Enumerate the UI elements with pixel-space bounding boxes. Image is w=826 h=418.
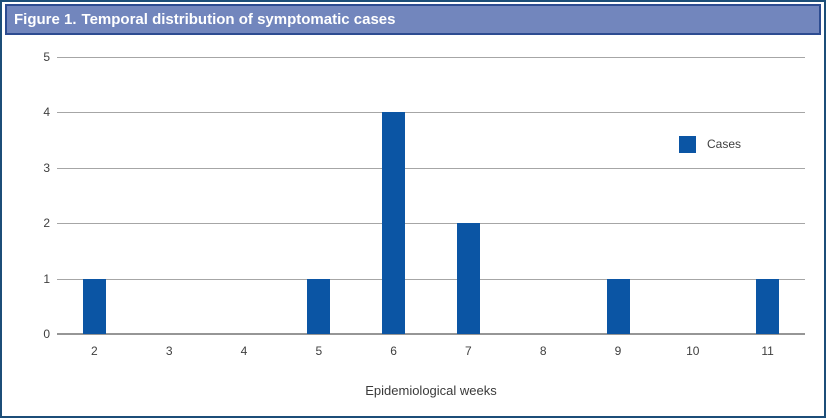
bar-week-7 [456, 223, 480, 334]
y-tick-label: 5 [43, 50, 50, 64]
x-axis-title: Epidemiological weeks [365, 383, 497, 398]
gridline [57, 112, 805, 114]
y-tick-label: 4 [43, 105, 50, 120]
x-tick-label: 9 [614, 344, 622, 358]
x-axis-line [57, 333, 805, 335]
legend-swatch-cases [679, 136, 696, 153]
gridline [57, 278, 805, 280]
x-tick-label: 7 [465, 344, 472, 358]
bar-week-2 [82, 278, 106, 334]
x-tick-label: 5 [315, 344, 323, 358]
gridline [57, 57, 805, 58]
x-tick-label: 10 [686, 344, 700, 358]
bar-week-5 [307, 278, 331, 334]
figure-title-text: Temporal distribution of symptomatic cas… [81, 11, 396, 28]
x-tick-label: 11 [761, 344, 774, 358]
legend-label: Cases [707, 137, 742, 151]
bar-week-6 [382, 112, 406, 334]
bar-week-9 [606, 278, 630, 334]
x-tick-label: 2 [91, 344, 98, 358]
y-tick-label: 2 [43, 216, 50, 231]
x-tick-label: 4 [240, 344, 248, 358]
gridline [57, 223, 805, 225]
legend: Cases [679, 136, 741, 153]
x-tick-label: 6 [390, 344, 397, 358]
gridline [57, 167, 805, 169]
x-tick-label: 8 [539, 344, 547, 358]
y-tick-label: 0 [43, 327, 50, 341]
figure-title-prefix: Figure 1. [14, 11, 77, 28]
x-tick-label: 3 [165, 344, 173, 358]
bar-week-11 [756, 278, 780, 334]
figure-title-bar: Figure 1. Temporal distribution of sympto… [5, 4, 821, 35]
y-tick-label: 3 [43, 160, 50, 175]
y-tick-label: 1 [43, 271, 50, 286]
